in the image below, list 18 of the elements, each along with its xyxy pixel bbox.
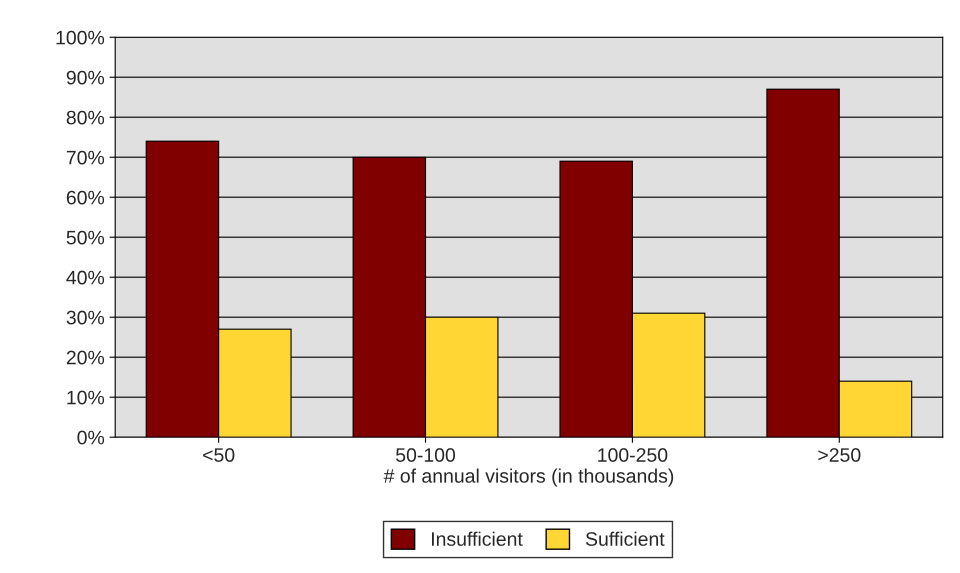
x-tick-label: 50-100	[396, 448, 456, 462]
y-tick-label: 90%	[66, 70, 104, 84]
legend-label: Insufficient	[432, 532, 523, 546]
y-tick-label: 40%	[66, 270, 104, 284]
legend-label: Sufficient	[586, 532, 665, 546]
y-tick-label: 50%	[66, 230, 104, 244]
y-tick-label: 100%	[56, 30, 104, 44]
y-tick-label: 10%	[67, 390, 104, 404]
y-tick-label: 0%	[77, 430, 104, 444]
y-tick-label: 20%	[66, 350, 104, 364]
x-axis-title: # of annual visitors (in thousands)	[384, 468, 674, 487]
x-tick-label: <50	[203, 448, 234, 462]
x-tick-label: 100-250	[598, 448, 668, 462]
y-tick-label: 30%	[66, 310, 104, 324]
y-tick-label: 80%	[66, 110, 104, 124]
y-tick-label: 60%	[66, 190, 104, 204]
x-tick-label: >250	[818, 448, 860, 462]
y-tick-label: 70%	[66, 150, 104, 164]
